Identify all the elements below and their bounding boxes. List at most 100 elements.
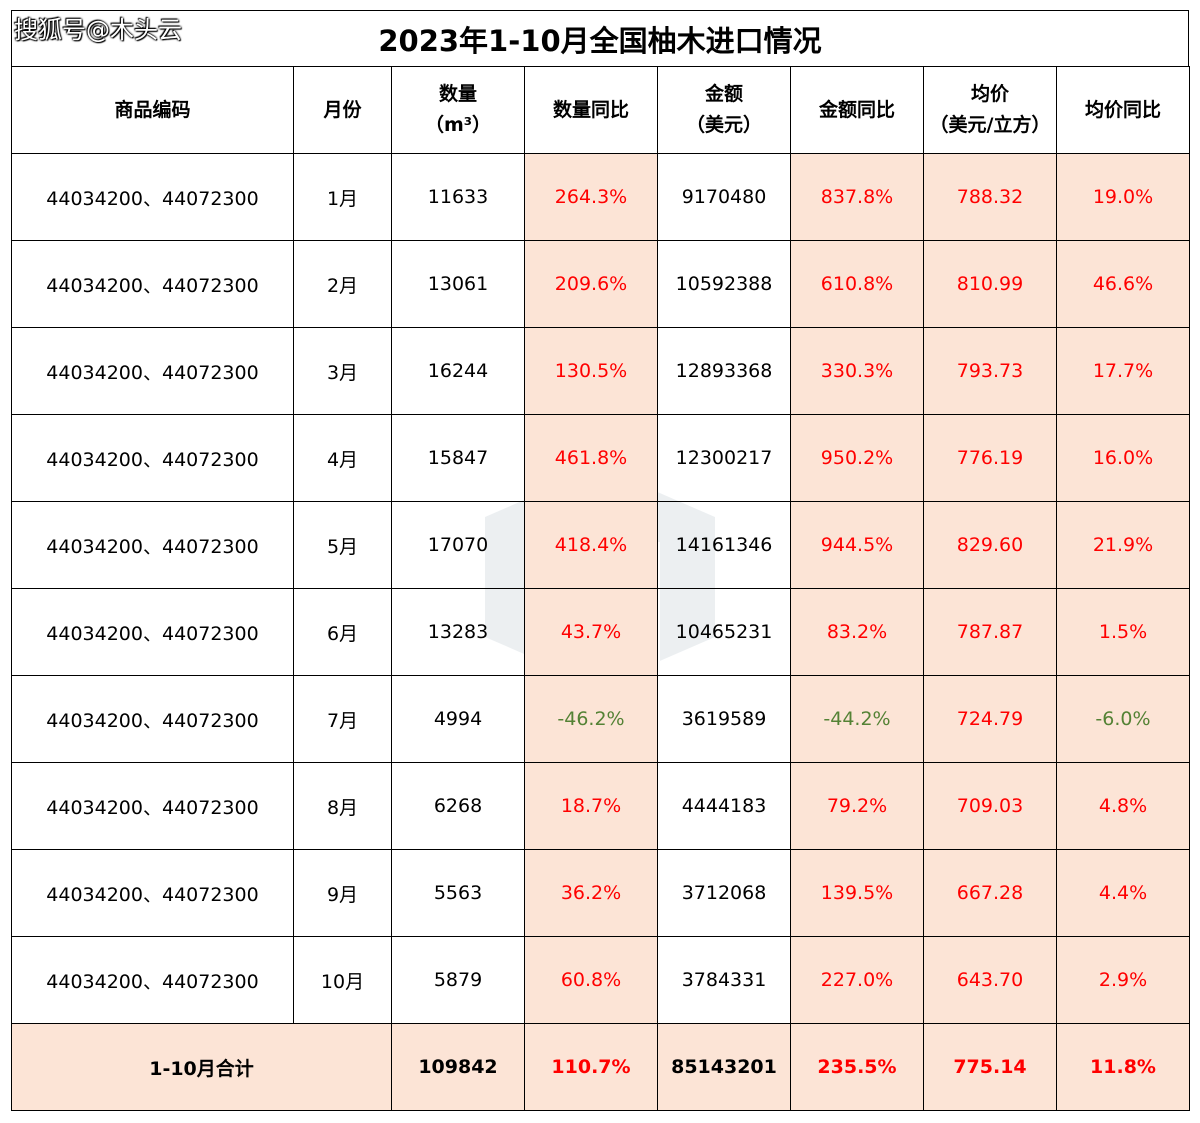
cell-amt-yoy: 610.8% [790,240,924,328]
header-amt: 金额 （美元） [657,66,791,154]
table-row: 44034200、44072300 1月 11633 264.3% 9170480 837… [11,153,1190,241]
cell-price-yoy: -6.0% [1056,675,1190,763]
cell-amt: 14161346 [657,501,791,589]
cell-qty: 5563 [391,849,525,937]
table-row: 44034200、44072300 5月 17070 418.4% 14161346 94… [11,501,1190,589]
cell-qty: 13061 [391,240,525,328]
cell-qty-yoy: 209.6% [524,240,658,328]
cell-amt-yoy: 837.8% [790,153,924,241]
cell-amt: 4444183 [657,762,791,850]
cell-qty-yoy: 264.3% [524,153,658,241]
total-amt: 85143201 [657,1023,791,1111]
total-price-yoy: 11.8% [1056,1023,1190,1111]
cell-code: 44034200、44072300 [11,240,294,328]
cell-price-yoy: 4.8% [1056,762,1190,850]
table-row: 44034200、44072300 7月 4994 -46.2% 3619589 -44.… [11,675,1190,763]
cell-amt: 3619589 [657,675,791,763]
cell-month: 8月 [293,762,392,850]
cell-code: 44034200、44072300 [11,327,294,415]
cell-code: 44034200、44072300 [11,849,294,937]
cell-qty-yoy: 461.8% [524,414,658,502]
cell-amt-yoy: 944.5% [790,501,924,589]
header-price: 均价 （美元/立方） [923,66,1057,154]
cell-qty: 16244 [391,327,525,415]
cell-qty-yoy: 60.8% [524,936,658,1024]
cell-amt-yoy: 139.5% [790,849,924,937]
cell-price-yoy: 19.0% [1056,153,1190,241]
cell-qty: 15847 [391,414,525,502]
cell-amt-yoy: 83.2% [790,588,924,676]
cell-qty-yoy: 18.7% [524,762,658,850]
cell-code: 44034200、44072300 [11,675,294,763]
table-row: 44034200、44072300 3月 16244 130.5% 12893368 33… [11,327,1190,415]
cell-price: 829.60 [923,501,1057,589]
header-qty-line1: 数量 [438,83,477,105]
cell-amt: 3712068 [657,849,791,937]
cell-amt: 9170480 [657,153,791,241]
import-table: 商品编码 月份 数量 （m³） 数量同比 金额 （美元） 金额同比 均价 （美元/立方… [11,66,1190,1111]
cell-code: 44034200、44072300 [11,153,294,241]
header-code: 商品编码 [11,66,294,154]
table-row: 44034200、44072300 10月 5879 60.8% 3784331 227.… [11,936,1190,1024]
header-price-line1: 均价 [970,83,1009,105]
cell-qty-yoy: 130.5% [524,327,658,415]
cell-qty-yoy: 418.4% [524,501,658,589]
cell-amt: 3784331 [657,936,791,1024]
total-row: 1-10月合计 109842 110.7% 85143201 235.5% 77… [11,1023,1190,1111]
cell-qty: 17070 [391,501,525,589]
cell-month: 7月 [293,675,392,763]
header-amt-yoy: 金额同比 [790,66,924,154]
cell-month: 9月 [293,849,392,937]
cell-amt-yoy: 330.3% [790,327,924,415]
cell-amt-yoy: 79.2% [790,762,924,850]
table-row: 44034200、44072300 8月 6268 18.7% 4444183 79.2%… [11,762,1190,850]
total-label: 1-10月合计 [11,1023,392,1111]
header-row: 商品编码 月份 数量 （m³） 数量同比 金额 （美元） 金额同比 均价 （美元/立方… [11,66,1190,154]
total-qty: 109842 [391,1023,525,1111]
import-table-container: 商品编码 月份 数量 （m³） 数量同比 金额 （美元） 金额同比 均价 （美元/立方… [11,66,1190,1111]
cell-qty-yoy: -46.2% [524,675,658,763]
cell-qty: 11633 [391,153,525,241]
cell-code: 44034200、44072300 [11,936,294,1024]
cell-amt-yoy: -44.2% [790,675,924,763]
cell-qty-yoy: 43.7% [524,588,658,676]
table-row: 44034200、44072300 2月 13061 209.6% 10592388 61… [11,240,1190,328]
cell-price: 709.03 [923,762,1057,850]
cell-price: 810.99 [923,240,1057,328]
cell-amt: 12300217 [657,414,791,502]
total-price: 775.14 [923,1023,1057,1111]
cell-price-yoy: 2.9% [1056,936,1190,1024]
title-box: 2023年1-10月全国柚木进口情况 [11,10,1189,66]
header-price-line2: （美元/立方） [929,114,1051,136]
total-amt-yoy: 235.5% [790,1023,924,1111]
header-month: 月份 [293,66,392,154]
header-amt-line2: （美元） [685,114,762,136]
cell-qty: 5879 [391,936,525,1024]
page-title: 2023年1-10月全国柚木进口情况 [378,23,822,58]
cell-qty-yoy: 36.2% [524,849,658,937]
cell-amt: 10592388 [657,240,791,328]
cell-price-yoy: 46.6% [1056,240,1190,328]
header-qty-line2: （m³） [424,114,492,136]
header-qty: 数量 （m³） [391,66,525,154]
cell-qty: 6268 [391,762,525,850]
header-qty-yoy: 数量同比 [524,66,658,154]
cell-price: 724.79 [923,675,1057,763]
cell-code: 44034200、44072300 [11,762,294,850]
watermark-text: 搜狐号@木头云 [14,16,182,44]
cell-month: 5月 [293,501,392,589]
header-amt-line1: 金额 [704,83,743,105]
total-qty-yoy: 110.7% [524,1023,658,1111]
cell-code: 44034200、44072300 [11,588,294,676]
cell-price: 643.70 [923,936,1057,1024]
table-row: 44034200、44072300 6月 13283 43.7% 10465231 83.… [11,588,1190,676]
table-body: 44034200、44072300 1月 11633 264.3% 9170480 837… [11,153,1190,1024]
cell-code: 44034200、44072300 [11,414,294,502]
cell-price-yoy: 17.7% [1056,327,1190,415]
cell-price: 667.28 [923,849,1057,937]
cell-price-yoy: 4.4% [1056,849,1190,937]
cell-price: 793.73 [923,327,1057,415]
cell-month: 3月 [293,327,392,415]
table-row: 44034200、44072300 4月 15847 461.8% 12300217 95… [11,414,1190,502]
cell-amt: 10465231 [657,588,791,676]
